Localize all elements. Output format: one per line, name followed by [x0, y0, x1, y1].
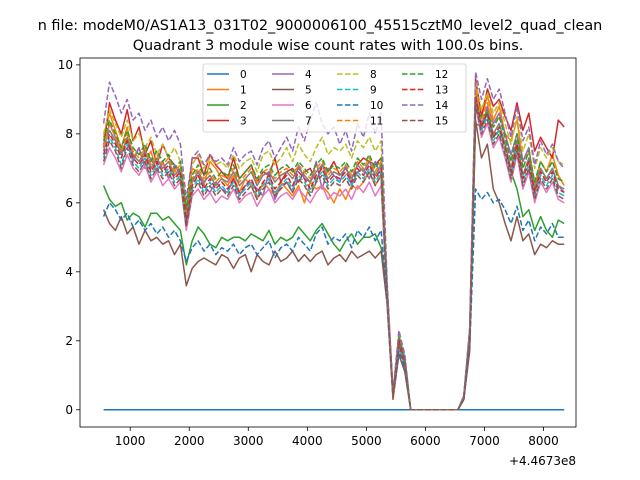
series-line-15 — [102, 102, 565, 411]
legend-label: 15 — [435, 116, 448, 128]
legend-label: 12 — [435, 69, 448, 81]
y-axis: 0 2 4 6 8 10 — [58, 58, 80, 417]
series-line-10 — [102, 188, 565, 411]
y-tick-label: 0 — [65, 403, 73, 417]
chart-title: Quadrant 3 module wise count rates with … — [133, 38, 524, 54]
legend-label: 2 — [240, 100, 247, 112]
x-tick-label: 8000 — [528, 434, 559, 448]
y-tick-label: 8 — [65, 127, 73, 141]
legend-label: 11 — [370, 116, 383, 128]
legend-frame — [202, 63, 467, 133]
x-tick-label: 2000 — [174, 434, 205, 448]
x-tick-label: 6000 — [410, 434, 441, 448]
legend-label: 3 — [240, 116, 247, 128]
legend-label: 10 — [370, 100, 383, 112]
legend-label: 5 — [305, 85, 312, 97]
legend-label: 8 — [370, 69, 377, 81]
legend-label: 0 — [240, 69, 247, 81]
legend-label: 7 — [305, 116, 312, 128]
x-tick-label: 5000 — [351, 434, 382, 448]
x-tick-label: 7000 — [469, 434, 500, 448]
x-tick-label: 1000 — [115, 434, 146, 448]
x-tick-label: 4000 — [292, 434, 323, 448]
series-line-9 — [102, 98, 565, 411]
series-layer — [102, 71, 565, 411]
x-axis: 1000 2000 3000 4000 5000 6000 7000 8000 — [115, 427, 559, 448]
legend-label: 1 — [240, 85, 247, 97]
figure-suptitle: n file: modeM0/AS1A13_031T02_9000006100_… — [38, 18, 603, 34]
legend-label: 14 — [435, 100, 449, 112]
legend-label: 13 — [435, 85, 448, 97]
y-tick-label: 2 — [65, 334, 73, 348]
legend-label: 4 — [305, 69, 312, 81]
axes-frame — [79, 57, 577, 428]
y-tick-label: 6 — [65, 196, 73, 210]
y-tick-label: 10 — [58, 58, 73, 72]
legend-label: 6 — [305, 100, 312, 112]
x-tick-label: 3000 — [233, 434, 264, 448]
x-axis-offset-text: +4.4673e8 — [509, 454, 576, 468]
series-line-12 — [102, 108, 565, 411]
legend-label: 9 — [370, 85, 377, 97]
series-line-11 — [102, 88, 565, 411]
series-line-5 — [102, 119, 565, 411]
y-tick-label: 4 — [65, 265, 73, 279]
